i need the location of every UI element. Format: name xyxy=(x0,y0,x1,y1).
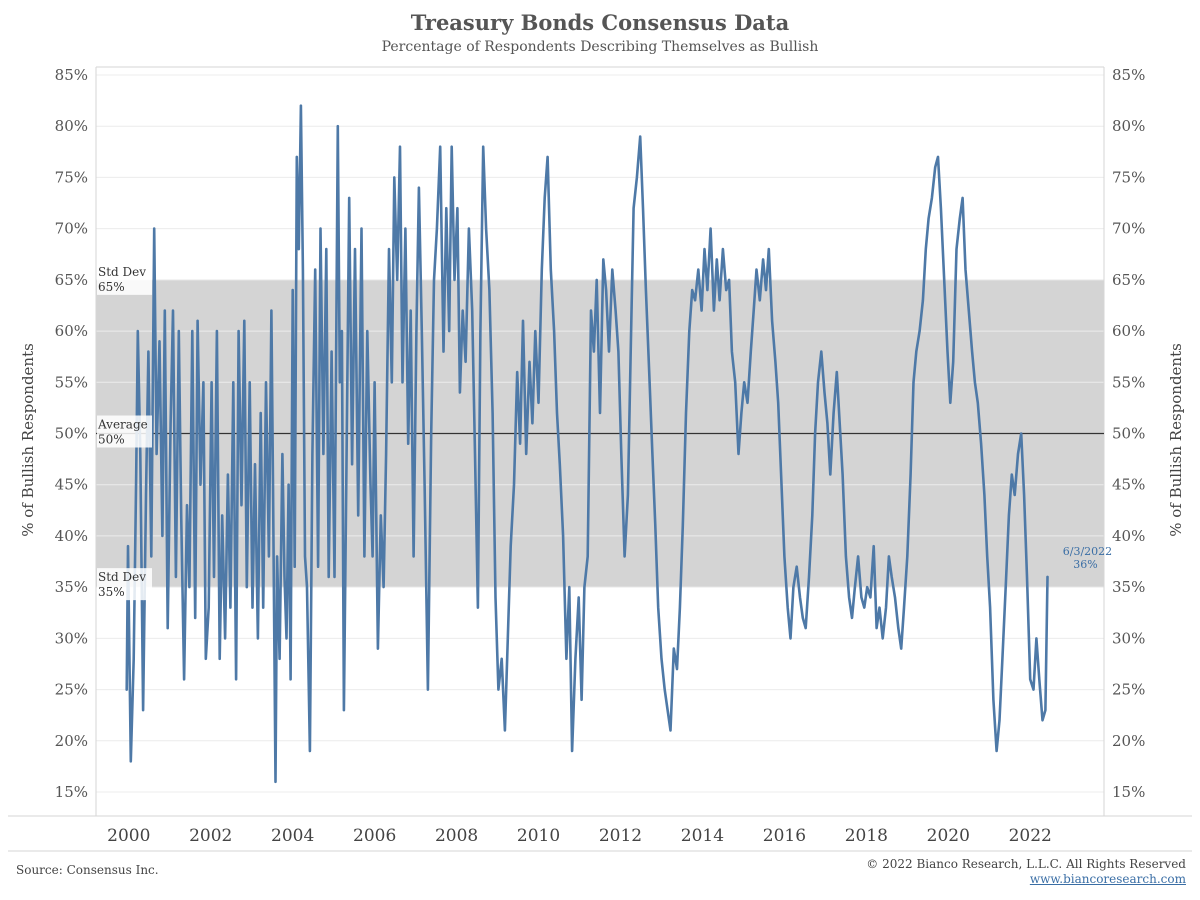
latest-value-annotation: 36% xyxy=(1073,558,1097,571)
y-tick-label-left: 70% xyxy=(55,220,88,238)
x-tick-label: 2014 xyxy=(681,826,724,846)
latest-value-annotation: 6/3/2022 xyxy=(1063,545,1112,558)
chart-title: Treasury Bonds Consensus Data xyxy=(410,10,790,35)
average-label-text: Average xyxy=(97,418,148,432)
y-tick-label-right: 25% xyxy=(1112,681,1145,699)
chart-subtitle: Percentage of Respondents Describing The… xyxy=(381,39,819,55)
x-tick-label: 2022 xyxy=(1009,826,1052,846)
x-tick-label: 2016 xyxy=(763,826,806,846)
y-tick-label-left: 20% xyxy=(55,732,88,750)
average-label-bg xyxy=(97,415,152,448)
x-tick-label: 2006 xyxy=(353,826,396,846)
lower-std-dev-label-text: Std Dev xyxy=(98,570,146,584)
plot-frame xyxy=(8,66,1192,852)
y-tick-label-left: 45% xyxy=(55,476,88,494)
lower-std-dev-label-bg xyxy=(97,568,152,601)
y-tick-label-left: 25% xyxy=(55,681,88,699)
footer-credits: © 2022 Bianco Research, L.L.C. All Right… xyxy=(866,857,1186,887)
y-tick-label-left: 60% xyxy=(55,322,88,340)
y-tick-label-left: 30% xyxy=(55,629,88,647)
upper-std-dev-label-text: Std Dev xyxy=(98,265,146,279)
y-axis-left: 15% 20% 25% 30% 35% 40% 45% 50% 55% 60% 65% 70% 75% 8… xyxy=(55,66,88,801)
y-tick-label-right: 15% xyxy=(1112,783,1145,801)
x-tick-label: 2018 xyxy=(845,826,888,846)
y-tick-label-left: 65% xyxy=(55,271,88,289)
x-tick-label: 2012 xyxy=(599,826,642,846)
lower-std-dev-label-text: 35% xyxy=(98,585,125,599)
y-tick-label-left: 40% xyxy=(55,527,88,545)
y-tick-label-right: 85% xyxy=(1112,66,1145,84)
y-tick-label-right: 65% xyxy=(1112,271,1145,289)
series-layer xyxy=(125,104,1049,784)
x-axis: 2000 2002 2004 2006 2008 2010 2012 2014 2016 2018… xyxy=(107,826,1052,846)
y-tick-label-right: 20% xyxy=(1112,732,1145,750)
y-tick-label-right: 35% xyxy=(1112,578,1145,596)
x-tick-label: 2000 xyxy=(107,826,150,846)
y-tick-label-left: 75% xyxy=(55,168,88,186)
average-label-text: 50% xyxy=(98,433,125,447)
source-note: Source: Consensus Inc. xyxy=(16,863,159,877)
copyright-text: © 2022 Bianco Research, L.L.C. All Right… xyxy=(866,857,1186,871)
y-axis-right: 15% 20% 25% 30% 35% 40% 45% 50% 55% 60% 65% 70% 75% 8… xyxy=(1112,66,1145,801)
y-tick-label-right: 50% xyxy=(1112,425,1145,443)
y-tick-label-right: 45% xyxy=(1112,476,1145,494)
y-axis-title-left: % of Bullish Respondents xyxy=(19,343,37,537)
y-tick-label-right: 55% xyxy=(1112,373,1145,391)
bullish-series-line xyxy=(125,104,1049,784)
y-axis-title-right: % of Bullish Respondents xyxy=(1167,343,1185,537)
x-tick-label: 2004 xyxy=(271,826,314,846)
y-tick-label-right: 70% xyxy=(1112,220,1145,238)
upper-std-dev-label-bg xyxy=(97,262,152,295)
y-tick-label-left: 80% xyxy=(55,117,88,135)
y-tick-label-right: 40% xyxy=(1112,527,1145,545)
y-tick-label-left: 50% xyxy=(55,425,88,443)
x-tick-label: 2008 xyxy=(435,826,478,846)
y-tick-label-right: 30% xyxy=(1112,629,1145,647)
y-tick-label-left: 55% xyxy=(55,373,88,391)
upper-std-dev-label-text: 65% xyxy=(98,280,125,294)
y-tick-label-right: 80% xyxy=(1112,117,1145,135)
website-link[interactable]: www.biancoresearch.com xyxy=(1029,872,1186,886)
x-tick-label: 2020 xyxy=(927,826,970,846)
y-tick-label-right: 75% xyxy=(1112,168,1145,186)
y-tick-label-left: 35% xyxy=(55,578,88,596)
x-tick-label: 2010 xyxy=(517,826,560,846)
y-tick-label-left: 15% xyxy=(55,783,88,801)
y-tick-label-right: 60% xyxy=(1112,322,1145,340)
x-tick-label: 2002 xyxy=(189,826,232,846)
y-tick-label-left: 85% xyxy=(55,66,88,84)
